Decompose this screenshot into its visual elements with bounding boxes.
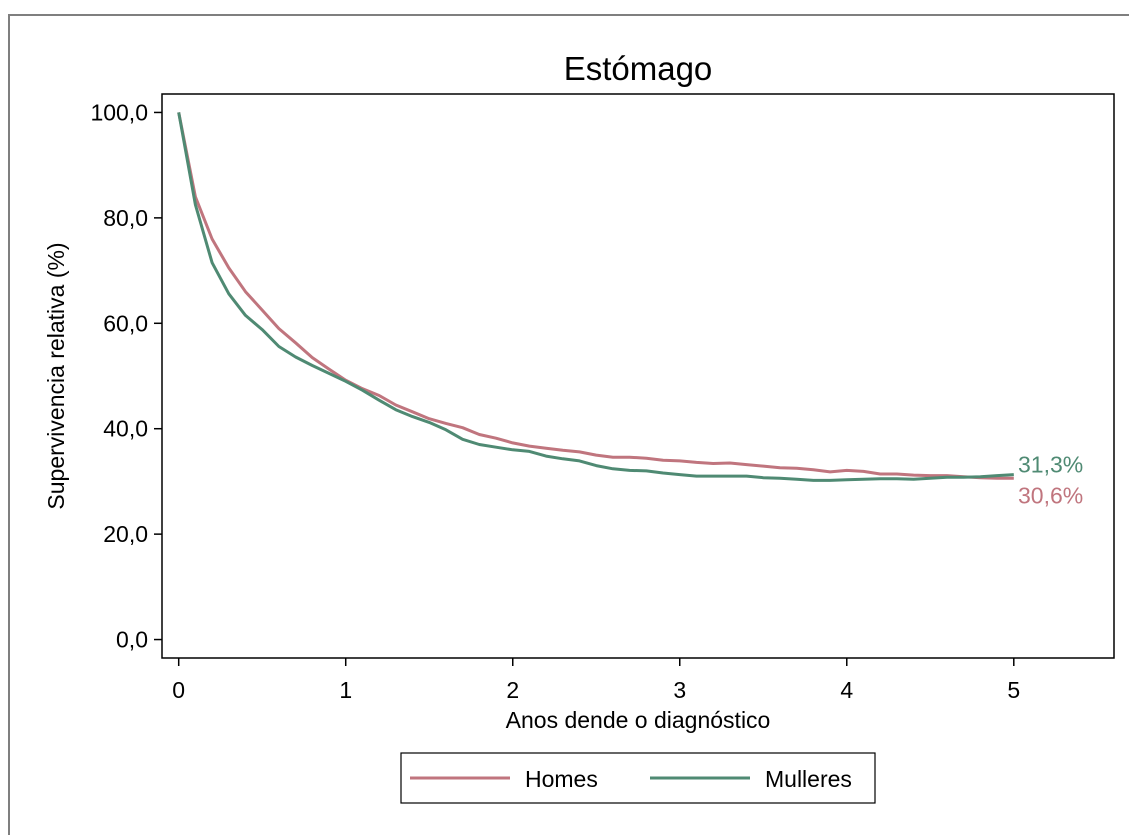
y-tick-label: 20,0: [103, 521, 148, 547]
x-axis: 0 1 2 3 4 5: [172, 658, 1020, 703]
plot-area: [161, 93, 1115, 659]
x-tick-label: 5: [1007, 677, 1020, 703]
legend: Homes Mulleres: [400, 752, 876, 804]
series-line-homes: [177, 112, 1014, 480]
end-label-mulleres: 31,3%: [1018, 452, 1083, 478]
series-line-mulleres: [177, 112, 1014, 482]
legend-label-mulleres: Mulleres: [765, 766, 852, 792]
y-tick-label: 40,0: [103, 416, 148, 442]
y-tick-label: 80,0: [103, 205, 148, 231]
chart-title: Estómago: [564, 50, 713, 87]
series-lines: [177, 112, 1014, 482]
y-axis-label: Supervivencia relativa (%): [43, 242, 69, 509]
y-axis: 0,0 20,0 40,0 60,0 80,0 100,0: [90, 99, 162, 653]
x-tick-label: 3: [673, 677, 686, 703]
y-tick-label: 60,0: [103, 310, 148, 336]
legend-label-homes: Homes: [525, 766, 598, 792]
x-tick-label: 1: [339, 677, 352, 703]
y-tick-label: 0,0: [116, 627, 148, 653]
end-labels: 30,6% 31,3%: [1018, 452, 1083, 509]
x-tick-label: 2: [506, 677, 519, 703]
x-axis-label: Anos dende o diagnóstico: [506, 707, 771, 733]
x-tick-label: 4: [840, 677, 853, 703]
end-label-homes: 30,6%: [1018, 482, 1083, 508]
x-tick-label: 0: [172, 677, 185, 703]
chart-frame: [8, 14, 1129, 835]
y-tick-label: 100,0: [90, 99, 148, 125]
